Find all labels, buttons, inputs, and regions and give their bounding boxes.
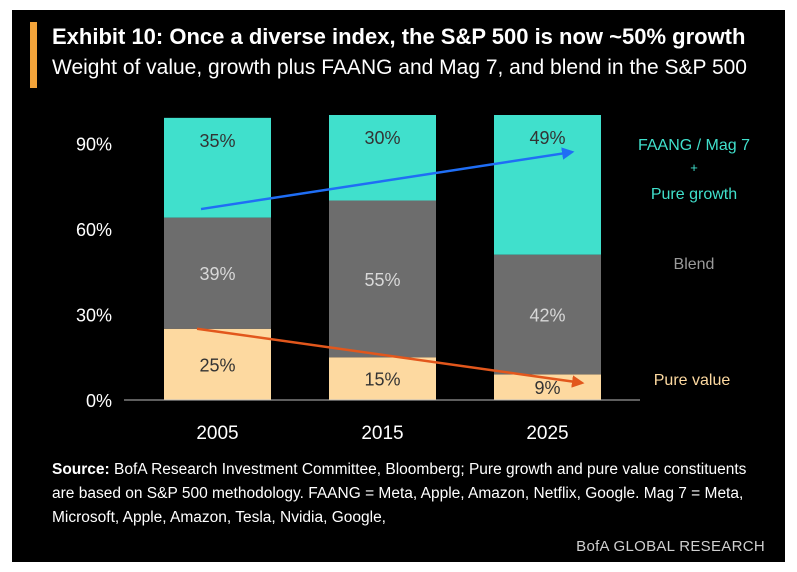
bar-segment [329, 357, 436, 400]
y-tick-label: 60% [76, 220, 112, 240]
brand-label: BofA GLOBAL RESEARCH [576, 538, 765, 555]
bar-segment [164, 217, 271, 329]
growth-trend-arrow [200, 147, 575, 211]
x-tick-label: 2025 [526, 423, 568, 444]
y-tick-label: 30% [76, 306, 112, 326]
bar-segment [494, 254, 601, 375]
legend-growth: + [690, 160, 698, 175]
legend-pure-value: Pure value [654, 372, 731, 389]
data-label: 55% [364, 270, 400, 290]
chart-title: Exhibit 10: Once a diverse index, the S&… [52, 24, 746, 49]
x-tick-label: 2015 [361, 423, 403, 444]
data-label: 35% [199, 131, 235, 151]
value-trend-arrow [196, 327, 585, 388]
stacked-bar-chart: 25% 39% 35% 2005 15% 55% 30% 2015 9% 42% 49% 2025 0%… [76, 115, 750, 444]
title-accent-bar [30, 22, 37, 88]
y-tick-label: 0% [86, 391, 112, 411]
bar-segment [164, 328, 271, 400]
data-label: 42% [529, 306, 565, 326]
source-note: Source: BofA Research Investment Committ… [52, 458, 772, 530]
y-tick-label: 90% [76, 135, 112, 155]
data-label: 49% [529, 128, 565, 148]
source-label: Source: [52, 461, 110, 478]
data-label: 39% [199, 264, 235, 284]
bar-segment [329, 200, 436, 358]
data-label: 15% [364, 370, 400, 390]
legend-growth: FAANG / Mag 7 [638, 137, 750, 154]
chart-subtitle: Weight of value, growth plus FAANG and M… [52, 56, 747, 79]
legend-blend: Blend [674, 256, 715, 273]
data-label: 9% [534, 378, 560, 398]
data-label: 25% [199, 355, 235, 375]
legend-growth: Pure growth [651, 186, 737, 203]
x-tick-label: 2005 [196, 423, 238, 444]
source-text: BofA Research Investment Committee, Bloo… [52, 461, 747, 526]
chart-frame: Exhibit 10: Once a diverse index, the S&… [12, 10, 785, 562]
bar-segment [494, 115, 601, 255]
data-label: 30% [364, 128, 400, 148]
